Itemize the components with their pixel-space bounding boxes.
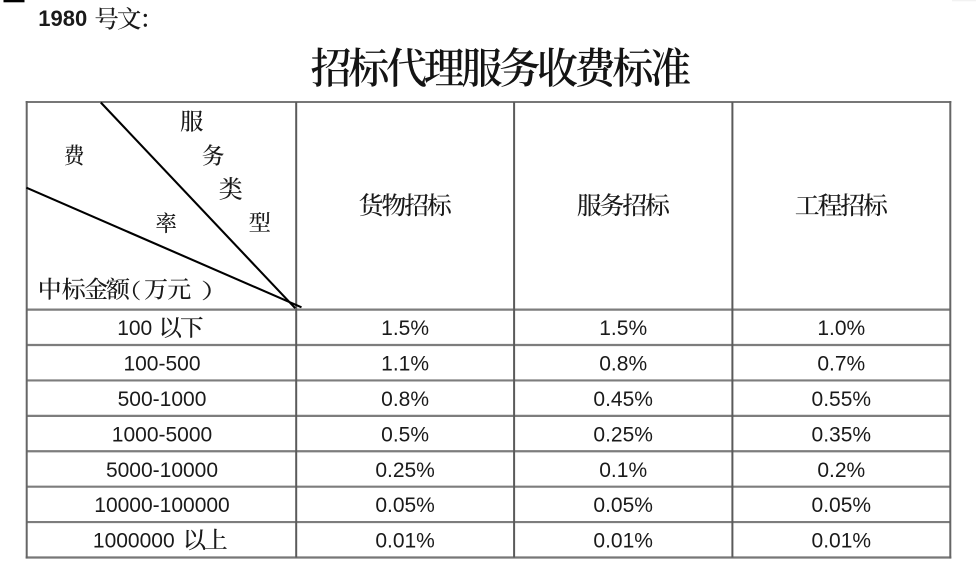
- svg-text:5000-10000: 5000-10000: [106, 459, 218, 482]
- svg-text:0.45%: 0.45%: [593, 388, 653, 411]
- svg-text:1.5%: 1.5%: [381, 317, 429, 340]
- svg-text:0.55%: 0.55%: [812, 388, 872, 411]
- svg-text:0.8%: 0.8%: [381, 388, 429, 411]
- svg-text:0.05%: 0.05%: [812, 494, 872, 517]
- svg-text:1980: 1980: [38, 6, 87, 31]
- svg-text:1.1%: 1.1%: [381, 353, 429, 376]
- svg-text:0.25%: 0.25%: [593, 423, 653, 446]
- svg-text:500-1000: 500-1000: [118, 388, 207, 411]
- svg-text:0.2%: 0.2%: [817, 459, 865, 482]
- svg-text:1000-5000: 1000-5000: [112, 423, 212, 446]
- svg-text:10000-100000: 10000-100000: [94, 494, 229, 517]
- svg-text:0.7%: 0.7%: [817, 353, 865, 376]
- svg-text:0.01%: 0.01%: [593, 530, 653, 553]
- svg-text:0.05%: 0.05%: [593, 494, 653, 517]
- svg-text:0.8%: 0.8%: [599, 353, 647, 376]
- svg-text:0.01%: 0.01%: [375, 530, 435, 553]
- svg-text:0.05%: 0.05%: [375, 494, 435, 517]
- svg-text:1000000: 1000000: [93, 530, 175, 553]
- svg-text:0.1%: 0.1%: [599, 459, 647, 482]
- svg-text:100-500: 100-500: [123, 353, 200, 376]
- svg-text:1.0%: 1.0%: [817, 317, 865, 340]
- svg-text:0.35%: 0.35%: [812, 423, 872, 446]
- svg-text:0.01%: 0.01%: [812, 530, 872, 553]
- svg-text:0.25%: 0.25%: [375, 459, 435, 482]
- svg-text:0.5%: 0.5%: [381, 423, 429, 446]
- svg-text:1.5%: 1.5%: [599, 317, 647, 340]
- svg-text:100: 100: [117, 317, 152, 340]
